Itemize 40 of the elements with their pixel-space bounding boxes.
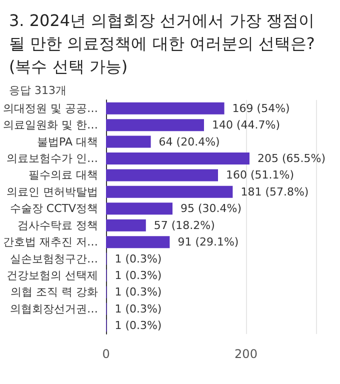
x-tick-label: 0 (102, 347, 110, 361)
data-label: 57 (18.2%) (154, 218, 215, 232)
y-tick-label: 의료보험수가 인… (6, 152, 98, 165)
data-label: 1 (0.3%) (114, 319, 162, 332)
y-tick-label: 의협회장선거권… (10, 302, 98, 316)
y-tick-label: 의료일원화 및 한… (3, 118, 98, 132)
data-label: 91 (29.1%) (178, 236, 239, 249)
bar (106, 202, 172, 215)
data-label: 1 (0.3%) (114, 302, 162, 316)
chart-subtitle: 응답 313개 (9, 84, 66, 97)
bar (106, 136, 151, 148)
y-tick-label: 필수의료 대책 (28, 168, 98, 182)
data-label: 160 (51.1%) (226, 168, 294, 182)
bar (106, 169, 218, 182)
y-tick-label: 의료인 면허박탈법 (6, 185, 98, 198)
y-tick-label: 실손보험청구간… (10, 252, 98, 266)
y-tick-label: 수술장 CCTV정책 (10, 202, 98, 216)
y-tick-label: 검사수탁료 정책 (18, 218, 98, 232)
bar (106, 186, 233, 198)
data-label: 95 (30.4%) (180, 202, 242, 216)
x-tick-label: 200 (234, 347, 258, 361)
data-label: 205 (65.5%) (258, 152, 326, 165)
y-tick-label: 의대정원 및 공공… (3, 102, 98, 115)
data-label: 1 (0.3%) (114, 286, 162, 299)
bar (106, 219, 146, 232)
bar (106, 102, 224, 114)
data-label: 181 (57.8%) (240, 185, 309, 198)
y-tick-label: 간호법 재추진 저… (3, 236, 98, 249)
bar (106, 236, 170, 248)
y-tick-label: 건강보험의 선택제 (6, 269, 98, 282)
bar (106, 119, 204, 132)
data-label: 169 (54%) (232, 102, 290, 115)
data-label: 140 (44.7%) (212, 118, 280, 132)
y-tick-label: 불법PA 대책 (37, 135, 98, 148)
bar (106, 152, 250, 164)
y-tick-label: 의협 조직 력 강화 (10, 286, 98, 299)
data-label: 1 (0.3%) (114, 252, 162, 266)
data-label: 1 (0.3%) (114, 269, 162, 282)
chart-title: 3. 2024년 의협회장 선거에서 가장 쟁점이 될 만한 의료정책에 대한 여러분의 선택은? (복수 선택 가능) (9, 11, 315, 76)
data-label: 64 (20.4%) (158, 135, 220, 148)
